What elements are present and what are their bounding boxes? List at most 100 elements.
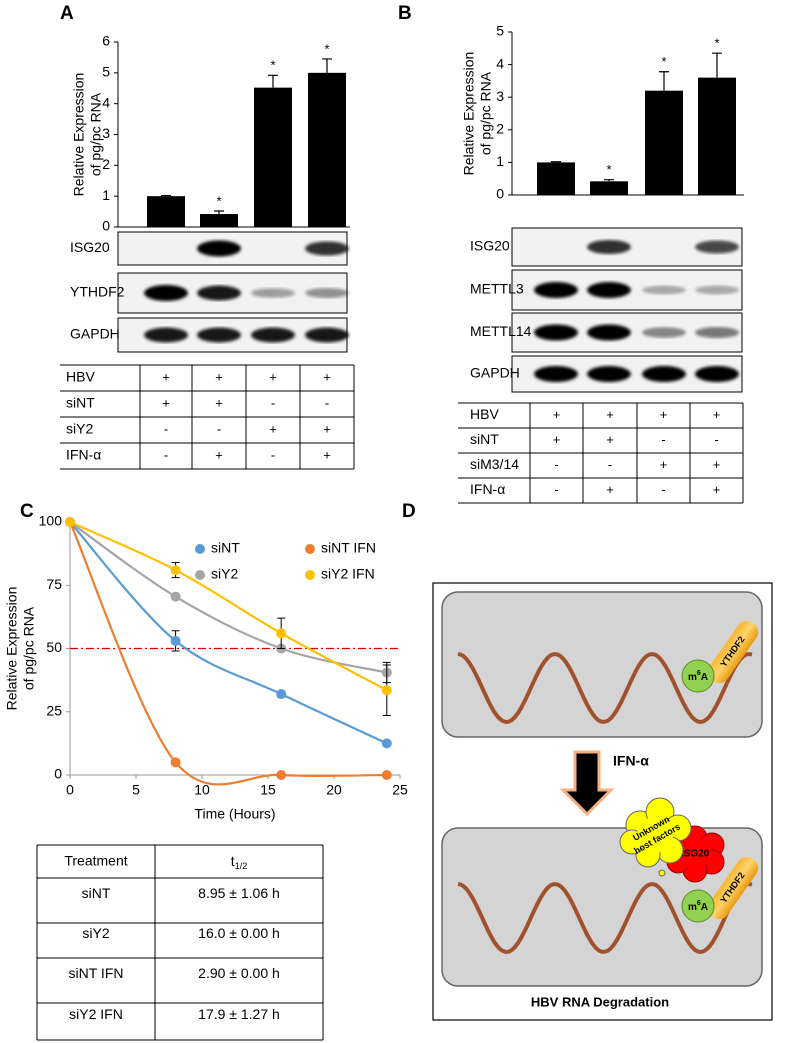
blot-band xyxy=(587,366,631,382)
condition-cell: + xyxy=(606,407,614,422)
blot-band xyxy=(695,366,739,382)
condition-cell: - xyxy=(217,421,221,436)
isg20-label: ISG20 xyxy=(681,849,710,860)
isg20-cloud xyxy=(666,825,725,883)
table-cell: 16.0 ± 0.00 h xyxy=(198,925,280,941)
condition-label: HBV xyxy=(470,406,499,422)
y-tick-label: 5 xyxy=(102,64,110,80)
blot-band xyxy=(197,240,241,257)
x-tick-label: 15 xyxy=(260,782,276,798)
panel-letter: A xyxy=(60,3,74,24)
legend-label: siNT IFN xyxy=(321,540,376,556)
y-tick-label: 4 xyxy=(102,94,110,110)
blot-band xyxy=(534,324,578,341)
series-line xyxy=(70,520,388,692)
blot-band xyxy=(695,285,739,295)
condition-cell: + xyxy=(162,395,170,410)
x-tick-label: 0 xyxy=(66,782,74,798)
m6a-label: m6A xyxy=(688,900,708,912)
data-point xyxy=(276,689,287,700)
error-bar xyxy=(551,161,561,163)
y-tick-label: 25 xyxy=(46,702,62,718)
blot-band xyxy=(144,285,188,301)
cylinder xyxy=(707,620,759,684)
y-axis-label: Relative Expression xyxy=(4,587,20,711)
blot-band xyxy=(305,327,349,343)
legend-marker xyxy=(305,544,315,554)
legend-marker xyxy=(305,570,315,580)
error-bar xyxy=(161,194,171,197)
m6a-part: m xyxy=(688,672,697,683)
condition-label: siM3/14 xyxy=(470,456,519,472)
y-axis-label: Relative Expression xyxy=(71,73,87,197)
legend-marker xyxy=(195,544,205,554)
bar xyxy=(590,181,628,195)
legend-label: siY2 xyxy=(211,566,238,582)
series-line xyxy=(70,521,388,674)
bar xyxy=(147,196,185,227)
arrow-shape xyxy=(559,750,615,817)
error-bar xyxy=(214,210,224,215)
condition-cell: + xyxy=(215,395,223,410)
blot-band xyxy=(251,288,295,298)
bar xyxy=(645,90,683,195)
bar xyxy=(308,72,346,227)
table-cell: siNT xyxy=(82,885,111,901)
m6a-part: 6 xyxy=(697,900,701,907)
condition-cell: + xyxy=(660,457,668,472)
condition-cell: - xyxy=(661,482,665,497)
data-point xyxy=(381,738,392,749)
y-tick-label: 0 xyxy=(102,218,110,234)
blot-band xyxy=(695,240,739,254)
blot-band xyxy=(587,240,631,254)
x-tick-label: 25 xyxy=(392,782,408,798)
y-tick-label: 50 xyxy=(46,639,62,655)
y-tick-label: 3 xyxy=(102,125,110,141)
blot-band xyxy=(587,324,631,341)
condition-cell: - xyxy=(714,432,718,447)
panel-letter: D xyxy=(402,501,416,522)
blot-band xyxy=(695,327,739,338)
significance-mark: * xyxy=(216,193,221,208)
data-point xyxy=(381,770,392,780)
table-cell: siY2 xyxy=(82,925,109,941)
blot-band xyxy=(197,285,241,301)
blot-label: METTL14 xyxy=(470,323,532,339)
y-tick-label: 1 xyxy=(102,187,110,203)
error-bar xyxy=(268,74,278,88)
condition-cell: + xyxy=(323,369,331,384)
legend-marker xyxy=(195,570,205,580)
blot-band xyxy=(642,285,686,295)
m6a-site xyxy=(681,659,715,693)
condition-cell: - xyxy=(271,395,275,410)
condition-cell: - xyxy=(554,457,558,472)
error-bar xyxy=(604,179,614,182)
rna-strand xyxy=(457,881,753,955)
condition-cell: + xyxy=(215,447,223,462)
condition-label: siY2 xyxy=(66,421,93,437)
condition-cell: + xyxy=(660,407,668,422)
data-point xyxy=(276,628,287,639)
condition-cell: + xyxy=(606,482,614,497)
table-cell: 2.90 ± 0.00 h xyxy=(198,965,280,981)
condition-cell: + xyxy=(323,421,331,436)
y-tick-label: 5 xyxy=(496,23,504,39)
y-tick-label: 1 xyxy=(496,153,504,169)
y-tick-label: 6 xyxy=(102,33,110,49)
y-tick-label: 2 xyxy=(496,121,504,137)
x-axis-label: Time (Hours) xyxy=(194,806,275,822)
y-axis-label: of pg/pc RNA xyxy=(21,606,37,690)
header-subscript: 1/2 xyxy=(235,861,248,871)
error-bar xyxy=(659,71,669,91)
condition-label: siNT xyxy=(66,395,95,411)
y-tick-label: 4 xyxy=(496,55,504,71)
table-header: t1/2 xyxy=(231,853,247,872)
significance-mark: * xyxy=(606,162,611,177)
data-point xyxy=(170,591,181,602)
y-tick-label: 3 xyxy=(496,88,504,104)
data-point xyxy=(170,635,181,646)
condition-cell: + xyxy=(713,482,721,497)
blot-label: METTL3 xyxy=(470,281,524,297)
table-header: Treatment xyxy=(64,853,127,869)
condition-cell: - xyxy=(164,421,168,436)
